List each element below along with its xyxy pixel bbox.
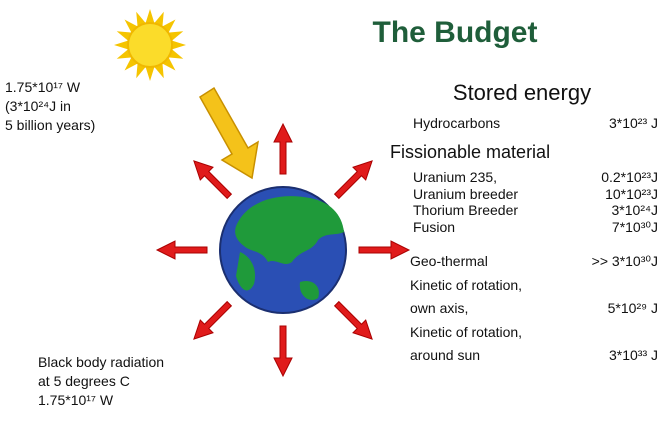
- item-name: Thorium Breeder: [413, 202, 518, 218]
- radiation-arrow: [155, 240, 208, 260]
- item-name: Kinetic of rotation,: [410, 277, 522, 293]
- radiation-arrow: [193, 160, 233, 200]
- item-value: 5*10²⁹ J: [608, 300, 658, 316]
- item-value: 0.2*10²³J: [601, 169, 658, 185]
- incoming-arrow: [199, 86, 260, 180]
- radiation-arrow: [358, 240, 411, 260]
- item-name: Hydrocarbons: [413, 115, 500, 131]
- sun-label-line: 5 billion years): [5, 117, 95, 133]
- stored-heading: Stored energy: [453, 80, 591, 105]
- radiation-label-line: at 5 degrees C: [38, 373, 130, 389]
- item-name: Uranium 235,: [413, 169, 497, 185]
- radiation-arrow: [333, 160, 373, 200]
- sun-label-line: (3*10²⁴J in: [5, 98, 71, 114]
- radiation-label-line: 1.75*10¹⁷ W: [38, 392, 114, 408]
- item-name: Kinetic of rotation,: [410, 324, 522, 340]
- sun-ray: [145, 9, 155, 25]
- sun: [114, 9, 186, 81]
- sun-label-line: 1.75*10¹⁷ W: [5, 79, 81, 95]
- item-value: 3*10³³ J: [609, 347, 658, 363]
- continent: [235, 196, 344, 264]
- item-name: Uranium breeder: [413, 186, 518, 202]
- item-name: around sun: [410, 347, 480, 363]
- fission-heading: Fissionable material: [390, 142, 550, 162]
- sun-ray: [145, 65, 155, 81]
- item-value: >> 3*10³⁰J: [592, 253, 658, 269]
- radiation-arrow: [193, 300, 233, 340]
- item-name: Geo-thermal: [410, 253, 488, 269]
- sun-ray: [170, 40, 186, 50]
- radiation-arrows: [155, 122, 411, 378]
- item-value: 7*10³⁰J: [612, 219, 658, 235]
- item-value: 10*10²³J: [605, 186, 658, 202]
- item-value: 3*10²⁴J: [612, 202, 658, 218]
- energy-list: Uranium 235, 0.2*10²³J Uranium breeder 10*1…: [410, 169, 658, 363]
- title: The Budget: [373, 16, 538, 49]
- earth: [219, 186, 347, 314]
- item-name: Fusion: [413, 219, 455, 235]
- radiation-label-line: Black body radiation: [38, 354, 164, 370]
- sun-label: 1.75*10¹⁷ W (3*10²⁴J in 5 billion years): [5, 79, 95, 133]
- item-value: 3*10²³ J: [609, 115, 658, 131]
- sun-rays: [114, 9, 186, 81]
- radiation-arrow: [273, 122, 293, 175]
- radiation-label: Black body radiation at 5 degrees C 1.75*1…: [38, 354, 164, 408]
- sun-disc: [127, 22, 173, 68]
- item-name: own axis,: [410, 300, 468, 316]
- radiation-arrow: [333, 300, 373, 340]
- sun-ray: [114, 40, 130, 50]
- continent: [236, 252, 256, 291]
- continent: [299, 280, 319, 301]
- radiation-arrow: [273, 325, 293, 378]
